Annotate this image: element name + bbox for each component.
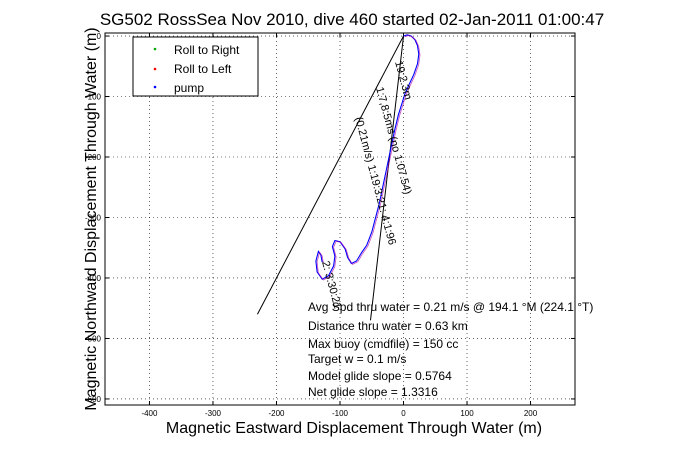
annotation-net-glide: Net glide slope = 1.3316 [308, 385, 438, 399]
legend-label-roll-left: Roll to Left [174, 62, 232, 76]
legend-box [132, 36, 259, 97]
x-tick-label: -300 [205, 409, 222, 418]
reference-lines [256, 35, 405, 321]
y-tick-label: -600 [85, 395, 102, 404]
y-tick-label: 0 [97, 32, 102, 41]
x-axis-label: Magnetic Eastward Displacement Through W… [166, 420, 542, 437]
annotation-max-buoy: Max buoy (cmdfile) = 150 cc [308, 337, 458, 351]
y-tick-label: -500 [85, 334, 102, 343]
legend-marker-pump [153, 85, 157, 89]
legend: Roll to Right Roll to Left pump [132, 36, 259, 97]
annotation-distance: Distance thru water = 0.63 km [308, 319, 468, 333]
x-tick-label: -400 [141, 409, 158, 418]
y-axis-ticks: 0 -100 -200 -300 -400 -500 -600 [85, 32, 575, 404]
y-axis-label: Magnetic Northward Displacement Through … [83, 27, 100, 410]
legend-label-pump: pump [174, 81, 204, 95]
y-tick-label: -400 [85, 274, 102, 283]
legend-marker-roll-left [153, 67, 157, 71]
x-tick-label: 200 [524, 409, 538, 418]
annotation-avg-speed: Avg Spd thru water = 0.21 m/s @ 194.1 °M… [308, 300, 593, 314]
x-tick-label: -200 [268, 409, 285, 418]
annotation-model-glide: Model glide slope = 0.5764 [308, 369, 452, 383]
glide-reference-line [369, 35, 405, 321]
chart-title: SG502 RossSea Nov 2010, dive 460 started… [100, 10, 604, 29]
x-tick-label: 100 [460, 409, 474, 418]
x-axis-ticks: -400 -300 -200 -100 0 100 200 [141, 33, 538, 418]
legend-label-roll-right: Roll to Right [174, 43, 240, 57]
x-tick-label: 0 [401, 409, 406, 418]
y-tick-label: -200 [85, 153, 102, 162]
y-tick-label: -100 [85, 93, 102, 102]
dive-track [315, 34, 421, 281]
y-tick-label: -300 [85, 213, 102, 222]
x-tick-label: -100 [332, 409, 349, 418]
annotation-target-w: Target w = 0.1 m/s [308, 352, 406, 366]
legend-marker-roll-right [153, 47, 157, 51]
series-line-roll [316, 35, 421, 281]
annotation-block: Avg Spd thru water = 0.21 m/s @ 194.1 °M… [308, 300, 593, 399]
glide-reference-line [256, 35, 404, 315]
series-line-pump [315, 34, 420, 280]
